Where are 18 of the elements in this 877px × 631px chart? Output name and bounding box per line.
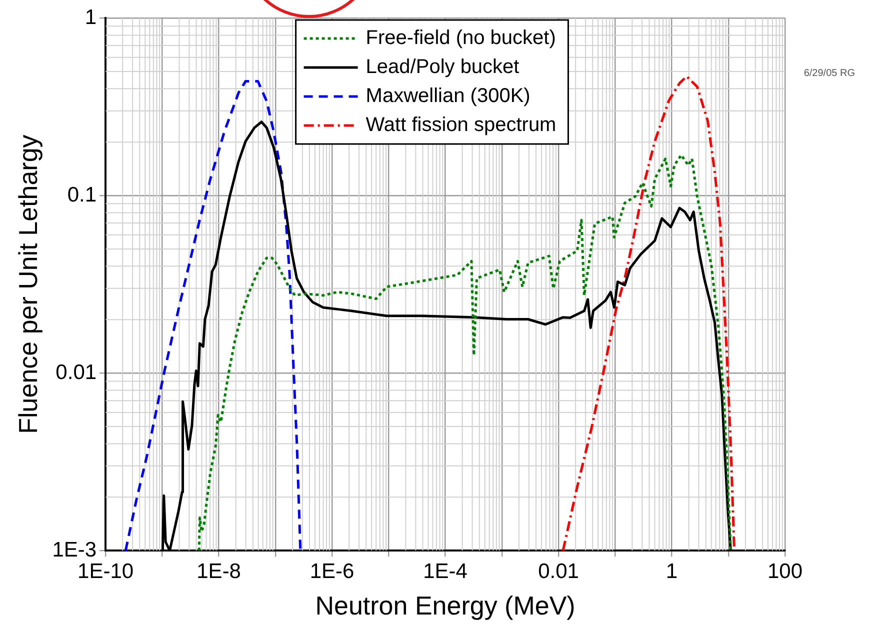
y-tick-label: 1	[84, 6, 97, 29]
x-tick-label: 1E-6	[310, 560, 354, 583]
text: 6/29/05 RG	[804, 68, 855, 79]
legend-label: Watt fission spectrum	[366, 114, 556, 136]
x-tick-label: 100	[767, 560, 803, 583]
y-tick-label: 0.01	[56, 360, 97, 384]
y-tick-label: 1E-3	[52, 538, 97, 562]
x-tick-label: 0.01	[538, 560, 579, 583]
x-axis-title: Neutron Energy (MeV)	[315, 590, 576, 621]
y-tick-label: 0.1	[67, 183, 97, 206]
x-tick-label: 1E-8	[196, 560, 241, 583]
legend-label: Maxwellian (300K)	[366, 85, 530, 108]
y-axis-title: Fluence per Unit Lethargy	[12, 134, 43, 434]
legend-label: Free-field (no bucket)	[366, 27, 556, 50]
x-tick-label: 1E-10	[78, 560, 134, 583]
x-tick-label: 1	[666, 560, 678, 583]
legend-label: Lead/Poly bucket	[366, 56, 520, 78]
x-tick-label: 1E-4	[423, 560, 468, 583]
